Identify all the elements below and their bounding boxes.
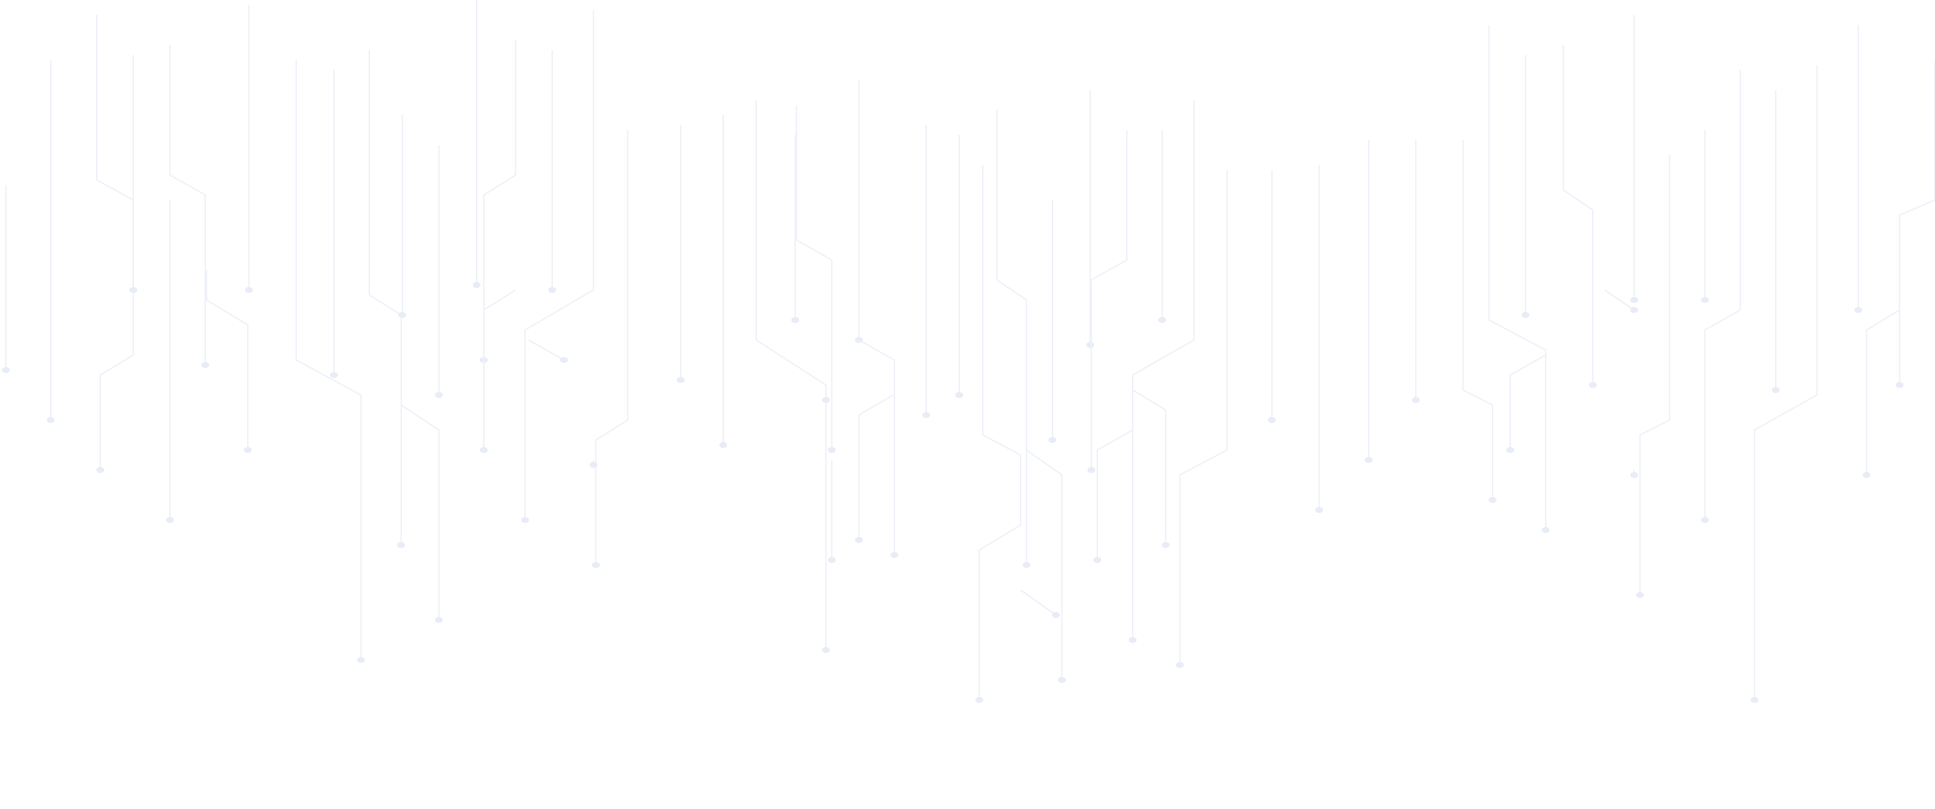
circuit-trace	[368, 50, 402, 545]
circuit-trace	[1026, 449, 1063, 680]
circuit-node-dot	[1750, 697, 1759, 703]
circuit-node-dot	[1161, 542, 1170, 548]
circuit-trace	[528, 339, 565, 361]
circuit-node-dot	[1700, 517, 1709, 523]
circuit-trace	[1096, 429, 1134, 560]
circuit-node-dot	[1771, 387, 1780, 393]
circuit-node-dot	[201, 362, 210, 368]
circuit-trace	[1020, 589, 1057, 616]
circuit-node-dot	[1895, 382, 1904, 388]
circuit-trace	[524, 10, 595, 520]
circuit-trace	[1562, 45, 1594, 385]
circuit-trace	[400, 404, 440, 620]
circuit-node-dot	[329, 372, 338, 378]
circuit-node-dot	[1862, 472, 1871, 478]
circuit-node-dot	[827, 557, 836, 563]
circuit-node-dot	[821, 647, 830, 653]
circuit-node-dot	[1128, 637, 1137, 643]
circuit-trace	[858, 339, 896, 555]
circuit-node-dot	[1588, 382, 1597, 388]
circuit-node-dot	[96, 467, 105, 473]
circuit-node-dot	[165, 517, 174, 523]
circuit-trace	[1131, 100, 1195, 640]
circuit-node-dot	[398, 312, 407, 318]
circuit-trace	[205, 270, 249, 450]
circuit-node-dot	[244, 287, 253, 293]
circuit-node-dot	[1488, 497, 1497, 503]
circuit-trace	[483, 289, 516, 450]
circuit-trace	[1753, 65, 1818, 700]
circuit-trace	[1462, 140, 1494, 500]
circuit-node-dot	[548, 287, 557, 293]
circuit-trace	[1179, 170, 1228, 665]
circuit-trace	[96, 15, 135, 470]
circuit-node-dot	[676, 377, 685, 383]
circuit-node-dot	[854, 537, 863, 543]
circuit-node-dot	[890, 552, 899, 558]
circuit-node-dot	[434, 617, 443, 623]
circuit-node-dot	[719, 442, 728, 448]
circuit-node-dot	[1521, 312, 1530, 318]
circuit-trace	[1488, 25, 1547, 530]
circuit-node-dot	[1630, 297, 1639, 303]
circuit-node-dot	[1364, 457, 1373, 463]
circuit-node-dot	[827, 447, 836, 453]
circuit-trace	[295, 60, 362, 660]
circuit-node-dot	[1158, 317, 1167, 323]
circuit-node-dot	[955, 392, 964, 398]
circuit-node-dot	[1087, 467, 1096, 473]
circuit-trace	[483, 40, 517, 360]
circuit-node-dot	[1411, 397, 1420, 403]
circuit-node-dot	[1086, 342, 1095, 348]
circuit-trace	[1090, 130, 1128, 470]
circuit-node-dot	[1267, 417, 1276, 423]
circuit-trace	[1639, 155, 1671, 595]
circuit-trace	[978, 165, 1022, 700]
circuit-trace	[858, 394, 894, 540]
circuit-trace	[1604, 289, 1635, 311]
circuit-trace	[1898, 60, 1935, 385]
circuit-node-dot	[922, 412, 931, 418]
circuit-trace	[1509, 354, 1546, 450]
circuit-node-dot	[1048, 437, 1057, 443]
circuit-trace	[755, 100, 827, 650]
circuit-node-dot	[821, 397, 830, 403]
circuit-node-dot	[1630, 472, 1639, 478]
circuit-node-dot	[46, 417, 55, 423]
circuit-trace	[996, 110, 1028, 565]
circuit-node-dot	[1093, 557, 1102, 563]
circuit-node-dot	[479, 447, 488, 453]
circuit-node-dot	[1, 367, 10, 373]
circuit-node-dot	[521, 517, 530, 523]
circuit-trace	[595, 130, 629, 565]
circuit-node-dot	[1700, 297, 1709, 303]
circuit-node-dot	[1854, 307, 1863, 313]
circuit-node-dot	[975, 697, 984, 703]
circuit-node-dot	[1636, 592, 1645, 598]
circuit-node-dot	[434, 392, 443, 398]
circuit-node-dot	[1022, 562, 1031, 568]
circuit-node-dot	[1506, 447, 1515, 453]
circuit-trace	[1132, 389, 1167, 545]
circuit-node-dot	[357, 657, 366, 663]
circuit-node-dot	[1057, 677, 1066, 683]
circuit-node-dot	[397, 542, 406, 548]
circuit-node-dot	[589, 462, 598, 468]
circuit-trace	[795, 105, 833, 450]
circuit-trace	[169, 45, 206, 365]
circuit-node-dot	[472, 282, 481, 288]
circuit-node-dot	[129, 287, 138, 293]
circuit-node-dot	[591, 562, 600, 568]
circuit-node-dot	[1315, 507, 1324, 513]
circuit-node-dot	[243, 447, 252, 453]
circuit-trace	[1865, 309, 1900, 475]
circuit-trace	[1704, 70, 1742, 520]
circuit-node-dot	[791, 317, 800, 323]
circuit-node-dot	[1541, 527, 1550, 533]
circuit-node-dot	[559, 357, 568, 363]
circuit-node-dot	[1051, 612, 1060, 618]
circuit-node-dot	[1630, 307, 1639, 313]
circuit-node-dot	[1175, 662, 1184, 668]
